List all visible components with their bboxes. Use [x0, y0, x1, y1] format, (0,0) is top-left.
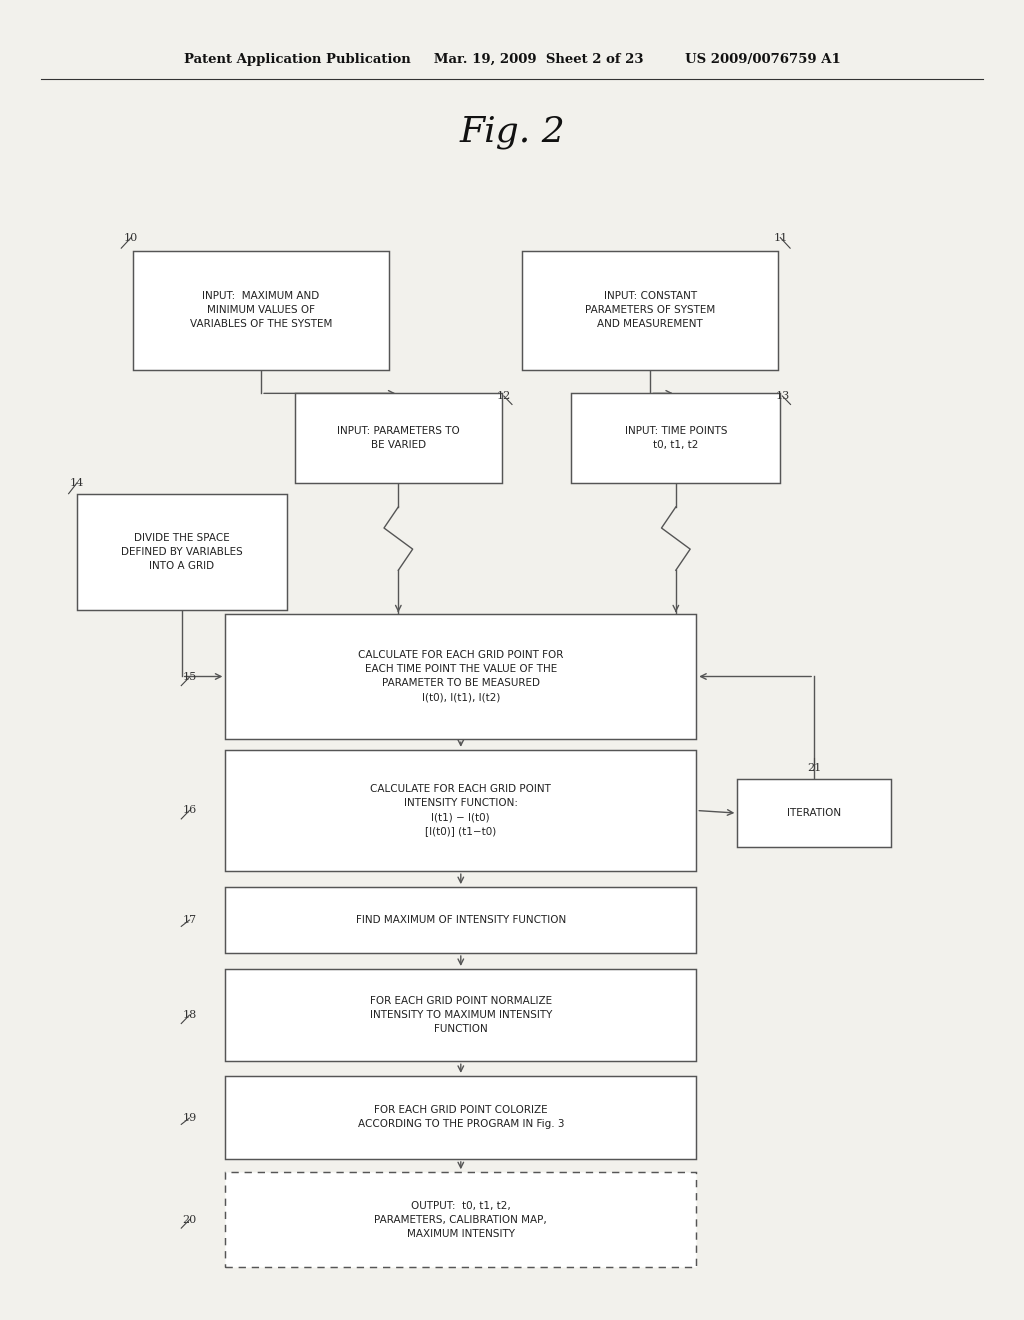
- Text: FOR EACH GRID POINT NORMALIZE
INTENSITY TO MAXIMUM INTENSITY
FUNCTION: FOR EACH GRID POINT NORMALIZE INTENSITY …: [370, 997, 552, 1034]
- Text: 12: 12: [497, 391, 511, 401]
- FancyBboxPatch shape: [225, 1172, 696, 1267]
- Text: FOR EACH GRID POINT COLORIZE
ACCORDING TO THE PROGRAM IN Fig. 3: FOR EACH GRID POINT COLORIZE ACCORDING T…: [357, 1105, 564, 1130]
- FancyBboxPatch shape: [225, 614, 696, 739]
- FancyBboxPatch shape: [225, 1076, 696, 1159]
- Text: 17: 17: [182, 915, 197, 925]
- FancyBboxPatch shape: [77, 494, 287, 610]
- Text: 16: 16: [182, 805, 197, 816]
- Text: CALCULATE FOR EACH GRID POINT
INTENSITY FUNCTION:
I(t1) − I(t0)
[I(t0)] (t1−t0): CALCULATE FOR EACH GRID POINT INTENSITY …: [371, 784, 551, 837]
- Text: INPUT: TIME POINTS
t0, t1, t2: INPUT: TIME POINTS t0, t1, t2: [625, 426, 727, 450]
- Text: INPUT:  MAXIMUM AND
MINIMUM VALUES OF
VARIABLES OF THE SYSTEM: INPUT: MAXIMUM AND MINIMUM VALUES OF VAR…: [189, 292, 333, 329]
- Text: 18: 18: [182, 1010, 197, 1020]
- Text: 15: 15: [182, 672, 197, 682]
- Text: 19: 19: [182, 1113, 197, 1123]
- Text: INPUT: PARAMETERS TO
BE VARIED: INPUT: PARAMETERS TO BE VARIED: [337, 426, 460, 450]
- FancyBboxPatch shape: [737, 779, 891, 847]
- FancyBboxPatch shape: [225, 750, 696, 871]
- Text: FIND MAXIMUM OF INTENSITY FUNCTION: FIND MAXIMUM OF INTENSITY FUNCTION: [355, 915, 566, 925]
- Text: INPUT: CONSTANT
PARAMETERS OF SYSTEM
AND MEASUREMENT: INPUT: CONSTANT PARAMETERS OF SYSTEM AND…: [585, 292, 716, 329]
- Text: 11: 11: [773, 232, 787, 243]
- FancyBboxPatch shape: [571, 393, 780, 483]
- FancyBboxPatch shape: [133, 251, 389, 370]
- Text: Fig. 2: Fig. 2: [459, 115, 565, 149]
- Text: 20: 20: [182, 1214, 197, 1225]
- FancyBboxPatch shape: [225, 887, 696, 953]
- Text: ITERATION: ITERATION: [787, 808, 841, 818]
- Text: Patent Application Publication     Mar. 19, 2009  Sheet 2 of 23         US 2009/: Patent Application Publication Mar. 19, …: [183, 53, 841, 66]
- Text: DIVIDE THE SPACE
DEFINED BY VARIABLES
INTO A GRID: DIVIDE THE SPACE DEFINED BY VARIABLES IN…: [121, 533, 243, 570]
- FancyBboxPatch shape: [522, 251, 778, 370]
- FancyBboxPatch shape: [295, 393, 502, 483]
- Text: 10: 10: [124, 232, 138, 243]
- Text: CALCULATE FOR EACH GRID POINT FOR
EACH TIME POINT THE VALUE OF THE
PARAMETER TO : CALCULATE FOR EACH GRID POINT FOR EACH T…: [358, 651, 563, 702]
- Text: 13: 13: [775, 391, 790, 401]
- FancyBboxPatch shape: [225, 969, 696, 1061]
- Text: 14: 14: [70, 478, 84, 488]
- Text: OUTPUT:  t0, t1, t2,
PARAMETERS, CALIBRATION MAP,
MAXIMUM INTENSITY: OUTPUT: t0, t1, t2, PARAMETERS, CALIBRAT…: [375, 1201, 547, 1238]
- Text: 21: 21: [807, 763, 821, 774]
